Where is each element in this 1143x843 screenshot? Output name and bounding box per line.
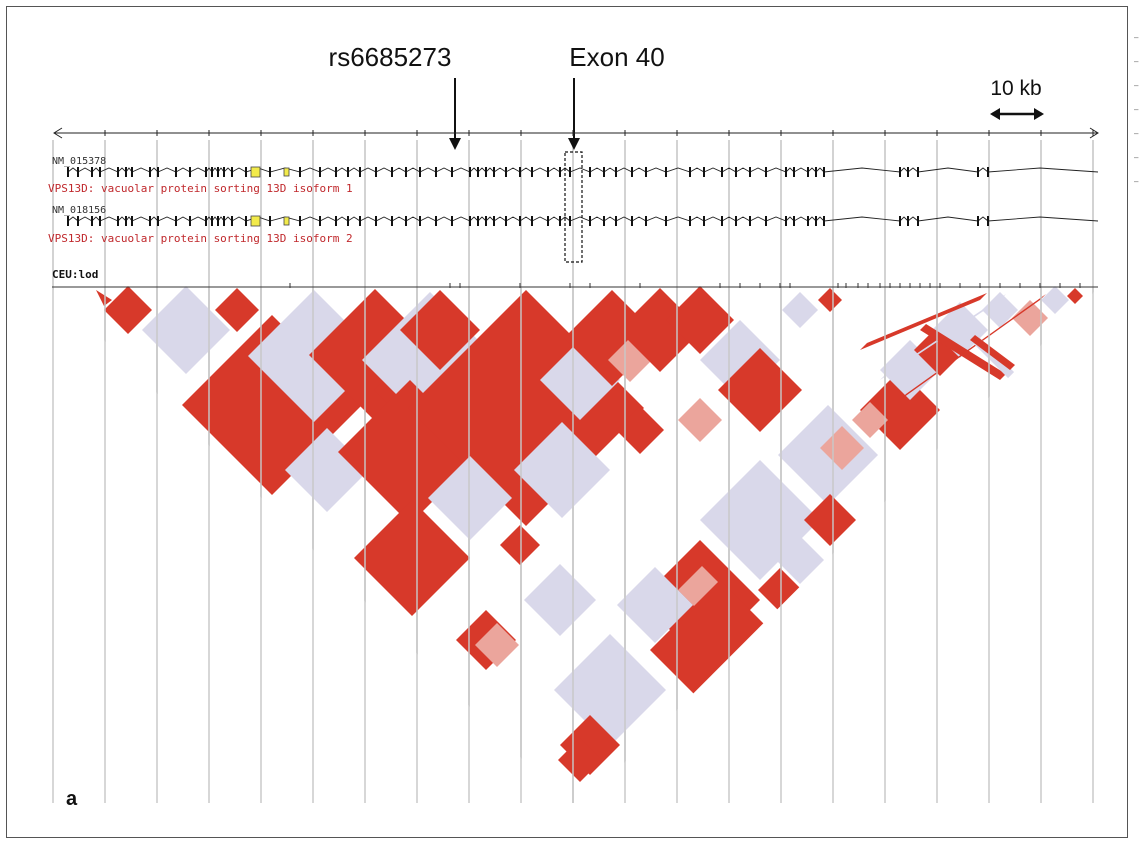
ld-heatmap — [40, 286, 1110, 812]
ld-cell-high — [96, 290, 112, 306]
ld-cell-high — [215, 288, 259, 332]
gene-track-isoform-2: NM_018156 VPS13D: vacuolar protein sorti… — [48, 205, 1099, 245]
snp-label: rs6685273 — [329, 42, 452, 72]
ld-cell-high — [400, 290, 480, 370]
ld-track-label: CEU:lod — [52, 268, 98, 281]
snp-arrow-head — [449, 138, 461, 150]
gene-track-isoform-1: NM_015378 VPS13D: vacuolar protein sorti… — [48, 156, 1099, 195]
scale-label: 10 kb — [990, 77, 1041, 100]
ld-cell-mid — [678, 398, 722, 442]
utr-block — [283, 216, 290, 226]
edge-mark: – — [1134, 177, 1139, 186]
edge-mark: – — [1134, 81, 1139, 90]
utr-block — [250, 166, 261, 178]
ld-cell-low — [776, 536, 824, 584]
ld-cell-mid — [1012, 300, 1048, 336]
ld-mask-left — [40, 288, 575, 812]
ld-cell-high — [1067, 288, 1083, 304]
utr-block — [283, 167, 290, 177]
ld-cell-low — [428, 456, 512, 540]
exon-highlight-box — [564, 151, 583, 263]
edge-mark: – — [1134, 57, 1139, 66]
intron-line — [67, 216, 1099, 222]
cropped-edge-marks: – – – – – – – — [1134, 26, 1142, 226]
ld-mask-right — [575, 288, 1110, 812]
scale-arrow-right — [1034, 108, 1044, 120]
ld-cell-mid — [475, 623, 519, 667]
track-2-accession: NM_018156 — [52, 205, 106, 216]
genomic-ruler — [53, 127, 1099, 139]
ld-cell-mid — [852, 402, 888, 438]
ld-cell-high — [354, 500, 470, 616]
ld-cell-low — [142, 286, 230, 374]
edge-mark: – — [1134, 153, 1139, 162]
edge-mark: – — [1134, 33, 1139, 42]
edge-mark: – — [1134, 105, 1139, 114]
ld-cell-low — [524, 564, 596, 636]
ld-stripe — [860, 293, 987, 350]
ld-stripe — [920, 324, 1006, 380]
ld-cell-low — [617, 567, 693, 643]
ld-cell-low — [1041, 286, 1069, 314]
ld-cell-low — [554, 634, 666, 746]
ld-cell-low — [514, 422, 610, 518]
ld-cell-high — [804, 494, 856, 546]
ld-cell-high — [558, 738, 602, 782]
ld-cell-high — [818, 288, 842, 312]
edge-mark: – — [1134, 129, 1139, 138]
snp-position-ticks — [289, 283, 1081, 288]
gene-model-2 — [67, 215, 1099, 227]
ld-cell-high — [666, 286, 734, 354]
ld-cell-low — [782, 292, 818, 328]
ld-cell-mid — [820, 426, 864, 470]
ld-stripe — [970, 335, 1015, 370]
track-1-accession: NM_015378 — [52, 156, 106, 167]
track-1-description: VPS13D: vacuolar protein sorting 13D iso… — [48, 182, 353, 195]
exon-arrow-head — [568, 138, 580, 150]
track-2-description: VPS13D: vacuolar protein sorting 13D iso… — [48, 232, 353, 245]
panel-letter: a — [66, 788, 78, 810]
ld-cell-low — [982, 292, 1018, 328]
exon-label: Exon 40 — [569, 42, 664, 72]
intron-line — [67, 167, 1099, 173]
ld-cell-high — [616, 406, 664, 454]
scale-arrow-left — [990, 108, 1000, 120]
gene-model-1 — [67, 166, 1099, 178]
utr-block — [250, 215, 261, 227]
ld-cell-high — [104, 286, 152, 334]
ld-cell-high — [500, 525, 540, 565]
